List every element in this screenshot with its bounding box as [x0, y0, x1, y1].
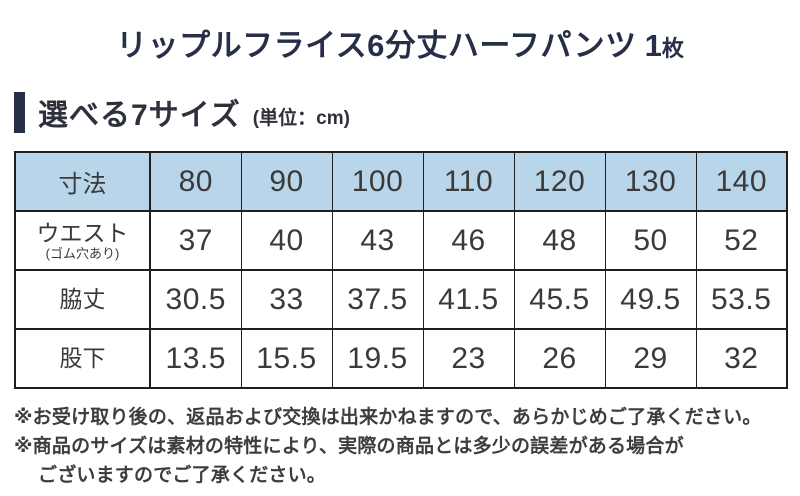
product-count-unit: 枚 [661, 36, 684, 61]
value-cell: 50 [604, 210, 697, 271]
product-count-number: 1 [644, 28, 662, 63]
value-cell: 29 [604, 328, 697, 389]
value-cell: 13.5 [149, 328, 242, 389]
unit-note: (単位：cm) [252, 107, 350, 129]
note-size-variance-line1: ※商品のサイズは素材の特性により、実際の商品とは多少の誤差がある場合が [14, 436, 684, 457]
value-cell: 19.5 [331, 328, 424, 389]
header-cell-size: 80 [149, 151, 242, 212]
header-cell-size: 120 [513, 151, 606, 212]
row-label-inseam: 股下 [14, 328, 151, 389]
value-cell: 40 [240, 210, 333, 271]
value-cell: 26 [513, 328, 606, 389]
value-cell: 37 [149, 210, 242, 271]
value-cell: 37.5 [331, 269, 424, 330]
value-cell: 53.5 [695, 269, 788, 330]
header-cell-size: 140 [695, 151, 788, 212]
value-cell: 45.5 [513, 269, 606, 330]
table-row-side-length: 脇丈 30.5 33 37.5 41.5 45.5 49.5 53.5 [14, 269, 788, 330]
product-title: リップルフライス6分丈ハーフパンツ 1枚 [0, 0, 800, 65]
section-heading: 選べる7サイズ (単位：cm) [14, 90, 800, 134]
note-returns: ※お受け取り後の、返品および交換は出来かねますので、あらかじめご了承ください。 [14, 407, 762, 428]
value-cell: 41.5 [422, 269, 515, 330]
value-cell: 43 [331, 210, 424, 271]
value-cell: 48 [513, 210, 606, 271]
note-size-variance-line2: ございますのでご了承ください。 [38, 465, 327, 486]
header-cell-dimension: 寸法 [14, 151, 151, 212]
value-cell: 30.5 [149, 269, 242, 330]
header-cell-size: 130 [604, 151, 697, 212]
value-cell: 23 [422, 328, 515, 389]
value-cell: 15.5 [240, 328, 333, 389]
row-label-side-length: 脇丈 [14, 269, 151, 330]
value-cell: 52 [695, 210, 788, 271]
table-header-row: 寸法 80 90 100 110 120 130 140 [14, 151, 788, 212]
value-cell: 32 [695, 328, 788, 389]
row-label-waist: ウエスト (ゴム穴あり) [14, 210, 151, 271]
accent-bar [14, 91, 25, 133]
header-cell-size: 110 [422, 151, 515, 212]
header-cell-size: 90 [240, 151, 333, 212]
product-title-text: リップルフライス6分丈ハーフパンツ [116, 28, 637, 63]
size-table: 寸法 80 90 100 110 120 130 140 ウエスト (ゴム穴あり… [14, 151, 788, 389]
disclaimer-notes: ※お受け取り後の、返品および交換は出来かねますので、あらかじめご了承ください。 … [14, 403, 800, 490]
value-cell: 49.5 [604, 269, 697, 330]
header-cell-size: 100 [331, 151, 424, 212]
section-heading-text: 選べる7サイズ [38, 99, 241, 132]
table-row-waist: ウエスト (ゴム穴あり) 37 40 43 46 48 50 52 [14, 210, 788, 271]
value-cell: 33 [240, 269, 333, 330]
value-cell: 46 [422, 210, 515, 271]
table-row-inseam: 股下 13.5 15.5 19.5 23 26 29 32 [14, 328, 788, 389]
